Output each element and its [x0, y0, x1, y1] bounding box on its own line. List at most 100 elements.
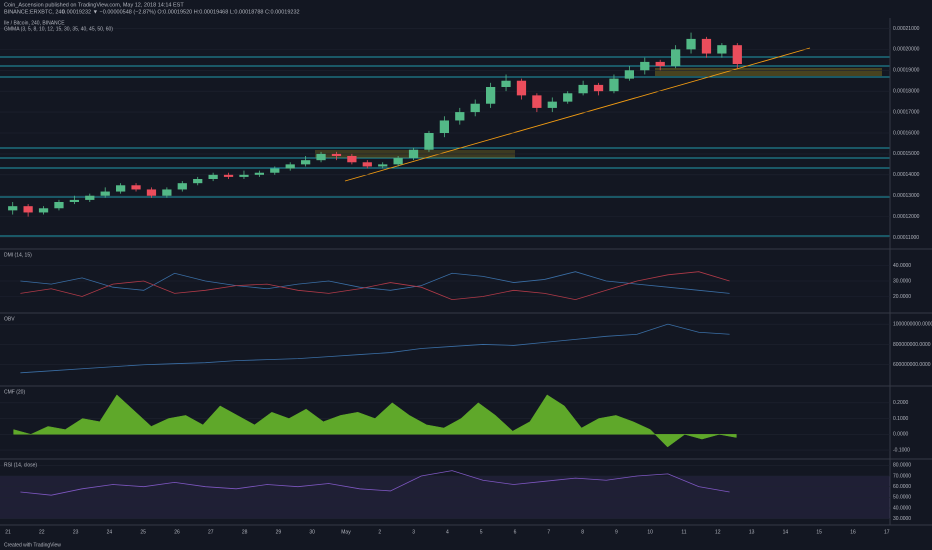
- candle-body: [38, 208, 49, 213]
- time-tick-label: 30: [309, 529, 315, 535]
- panel-title: OBV: [4, 316, 15, 322]
- price-tick-label: 0.00015000: [893, 151, 920, 157]
- price-tick-label: 0.00020000: [893, 47, 920, 53]
- price-tick-label: 0.00014000: [893, 172, 920, 178]
- candle-body: [208, 174, 218, 179]
- panel-title: Ile / Bitcoin, 240, BINANCE: [4, 20, 65, 26]
- time-tick-label: 12: [715, 529, 721, 535]
- time-tick-label: 17: [884, 529, 890, 535]
- candle-body: [223, 174, 234, 177]
- candle-body: [640, 61, 650, 71]
- candle-body: [177, 183, 187, 190]
- time-tick-label: 9: [615, 529, 618, 535]
- candle-body: [439, 120, 449, 133]
- price-tick-label: 80.0000: [893, 463, 911, 469]
- time-tick-label: 29: [276, 529, 282, 535]
- price-tick-label: 0.00016000: [893, 130, 920, 136]
- time-tick-label: 13: [749, 529, 755, 535]
- time-tick-label: 11: [681, 529, 686, 535]
- indicator-line: [20, 271, 730, 294]
- indicator-line: [20, 470, 730, 496]
- price-tick-label: 20.0000: [893, 294, 911, 300]
- price-tick-label: 0.00018000: [893, 89, 920, 95]
- candle-body: [362, 162, 372, 167]
- time-tick-label: 24: [107, 529, 113, 535]
- candle-body: [486, 87, 496, 104]
- price-tick-label: 0.0000: [893, 432, 909, 438]
- candle-body: [85, 195, 95, 200]
- candle-body: [316, 153, 326, 161]
- time-tick-label: 26: [174, 529, 180, 535]
- panel-title: RSI (14, close): [4, 462, 37, 468]
- price-tick-label: 0.2000: [893, 400, 909, 406]
- panel-subtitle: GMMA (3, 5, 8, 10, 12, 15, 30, 35, 40, 4…: [4, 26, 113, 32]
- time-tick-label: 25: [140, 529, 146, 535]
- candle-body: [671, 49, 681, 67]
- price-tick-label: 50.0000: [893, 495, 911, 501]
- candle-body: [563, 93, 573, 102]
- time-tick-label: 16: [850, 529, 856, 535]
- time-tick-label: May: [341, 529, 351, 535]
- candle-body: [393, 158, 403, 165]
- time-tick-label: 28: [242, 529, 248, 535]
- candle-body: [193, 179, 203, 184]
- candle-body: [8, 206, 18, 211]
- price-tick-label: 0.00017000: [893, 109, 920, 115]
- candle-body: [100, 191, 110, 196]
- candle-body: [331, 153, 342, 156]
- candle-body: [254, 172, 264, 175]
- price-tick-label: 30.0000: [893, 278, 911, 284]
- price-tick-label: 40.0000: [893, 505, 911, 511]
- candle-body: [23, 206, 33, 213]
- price-tick-label: 60.0000: [893, 484, 911, 490]
- symbol: BINANCE:ERXBTC, 240: [4, 9, 65, 15]
- candle-body: [301, 160, 311, 165]
- time-tick-label: 23: [73, 529, 79, 535]
- candle-body: [131, 185, 141, 190]
- panel-title: CMF (20): [4, 389, 25, 395]
- time-tick-label: 3: [412, 529, 415, 535]
- candle-body: [69, 199, 79, 202]
- candle-body: [547, 101, 557, 108]
- candle-body: [54, 202, 64, 209]
- candle-body: [532, 95, 542, 108]
- quote: 0.00019232 ▼ −0.00000548 (−2.87%) O:0.00…: [62, 9, 300, 15]
- price-tick-label: 0.1000: [893, 416, 909, 422]
- candle-body: [701, 38, 712, 54]
- price-tick-label: 0.00019000: [893, 68, 920, 74]
- time-tick-label: 21: [5, 529, 11, 535]
- indicator-line: [20, 323, 730, 374]
- candle-body: [378, 164, 388, 167]
- price-tick-label: -0.1000: [893, 447, 910, 453]
- candle-body: [347, 156, 357, 163]
- candle-body: [470, 103, 480, 113]
- candle-body: [624, 70, 634, 79]
- price-tick-label: 800000000.0000: [893, 342, 931, 348]
- time-tick-label: 5: [480, 529, 483, 535]
- candle-body: [455, 112, 465, 121]
- author-line: Coin_Ascension published on TradingView.…: [4, 2, 184, 8]
- price-tick-label: 0.00013000: [893, 193, 920, 199]
- time-tick-label: 4: [446, 529, 449, 535]
- candle-body: [717, 45, 727, 54]
- time-tick-label: 27: [208, 529, 214, 535]
- time-tick-label: 6: [514, 529, 517, 535]
- time-tick-label: 14: [783, 529, 789, 535]
- candle-body: [116, 185, 126, 192]
- footer: Created with TradingView: [4, 542, 61, 548]
- price-tick-label: 30.0000: [893, 516, 911, 522]
- price-tick-label: 0.00021000: [893, 26, 920, 32]
- price-tick-label: 0.00012000: [893, 214, 920, 220]
- candle-body: [609, 78, 619, 92]
- candle-body: [686, 38, 696, 50]
- candle-body: [270, 168, 280, 173]
- candle-body: [655, 61, 665, 67]
- time-tick-label: 22: [39, 529, 45, 535]
- candle-body: [408, 149, 419, 159]
- candle-body: [146, 189, 157, 196]
- time-tick-label: 8: [581, 529, 584, 535]
- time-tick-label: 2: [378, 529, 381, 535]
- candle-body: [424, 133, 434, 150]
- candle-body: [578, 84, 588, 94]
